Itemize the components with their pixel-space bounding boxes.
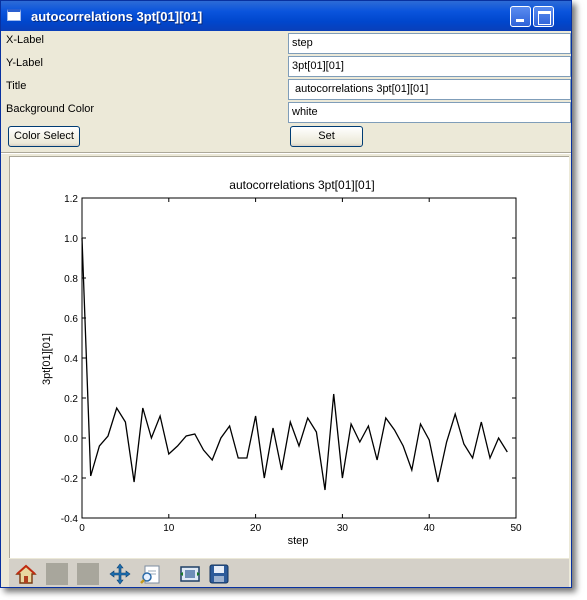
x-axis-label: step xyxy=(288,535,309,547)
navigation-toolbar xyxy=(9,559,569,587)
set-button[interactable]: Set xyxy=(290,126,363,147)
x-tick-label: 50 xyxy=(510,523,522,534)
home-icon[interactable] xyxy=(15,563,37,585)
y-tick-label: 0.4 xyxy=(64,354,78,365)
plot-canvas[interactable]: autocorrelations 3pt[01][01] step 3pt[01… xyxy=(9,156,569,558)
series-line-autocorrelation xyxy=(81,237,508,491)
subplots-icon[interactable] xyxy=(179,563,201,585)
xlabel-label: X-Label xyxy=(6,34,44,46)
x-tick-label: 0 xyxy=(79,523,85,534)
background-color-label: Background Color xyxy=(6,103,95,115)
ylabel-input[interactable]: 3pt[01][01] xyxy=(288,56,571,77)
y-tick-label: 0.0 xyxy=(64,434,78,445)
plot-svg: autocorrelations 3pt[01][01] step 3pt[01… xyxy=(41,178,522,547)
window-title: autocorrelations 3pt[01][01] xyxy=(31,9,203,24)
ylabel-label: Y-Label xyxy=(6,57,43,69)
back-icon[interactable] xyxy=(46,563,68,585)
x-tick-label: 40 xyxy=(424,523,436,534)
maximize-button[interactable] xyxy=(533,6,554,27)
y-tick-label: 1.0 xyxy=(64,234,78,245)
y-tick-label: 1.2 xyxy=(64,194,78,205)
main-window: autocorrelations 3pt[01][01] X-Label ste… xyxy=(0,0,572,588)
separator xyxy=(1,152,571,154)
save-icon[interactable] xyxy=(208,563,230,585)
minimize-button[interactable] xyxy=(510,6,531,27)
y-tick-label: 0.6 xyxy=(64,314,78,325)
xlabel-input[interactable]: step xyxy=(288,33,571,54)
color-select-button[interactable]: Color Select xyxy=(8,126,80,147)
zoom-icon[interactable] xyxy=(140,563,162,585)
y-tick-label: 0.2 xyxy=(64,394,78,405)
plot-settings-form: X-Label step Y-Label 3pt[01][01] Title a… xyxy=(1,31,571,151)
window-icon[interactable] xyxy=(7,9,21,21)
background-color-input[interactable]: white xyxy=(288,102,571,123)
plot-frame xyxy=(81,197,517,519)
y-tick-label: -0.4 xyxy=(61,514,79,525)
title-label: Title xyxy=(6,80,27,92)
forward-icon[interactable] xyxy=(77,563,99,585)
pan-icon[interactable] xyxy=(109,563,131,585)
title-bar[interactable]: autocorrelations 3pt[01][01] xyxy=(1,1,571,31)
y-tick-label: -0.2 xyxy=(61,474,79,485)
title-input[interactable]: autocorrelations 3pt[01][01] xyxy=(288,79,571,100)
y-axis-label: 3pt[01][01] xyxy=(41,333,53,385)
x-tick-label: 20 xyxy=(250,523,262,534)
x-tick-label: 30 xyxy=(337,523,349,534)
y-tick-label: 0.8 xyxy=(64,274,78,285)
x-tick-label: 10 xyxy=(163,523,175,534)
chart-title: autocorrelations 3pt[01][01] xyxy=(229,178,374,192)
axis-ticks: 0 10 20 30 40 50 -0.4 -0.2 0.0 0.2 0.4 0.6 0.8 1.0 1.2 xyxy=(61,194,522,534)
